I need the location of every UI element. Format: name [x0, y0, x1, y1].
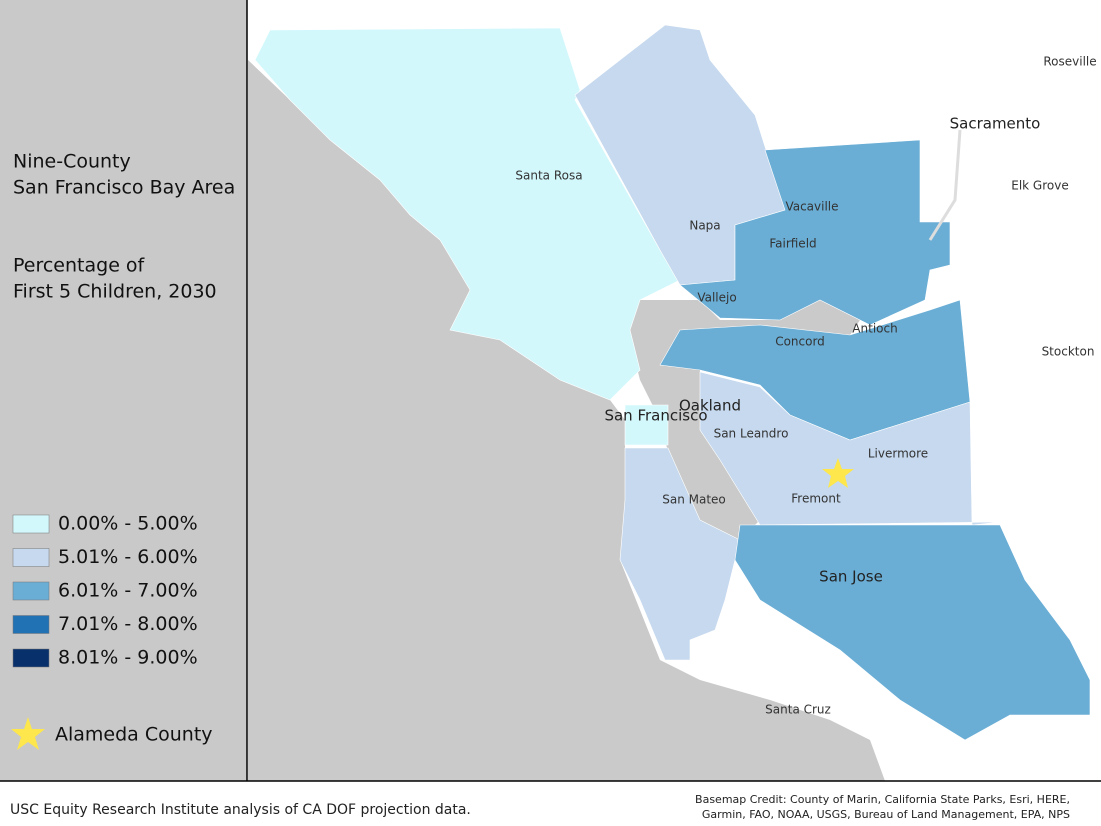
- place-label: Santa Cruz: [765, 703, 831, 717]
- place-label: San Jose: [819, 568, 883, 586]
- place-label: San Francisco: [604, 407, 707, 425]
- place-label: Vallejo: [697, 291, 736, 305]
- river: [928, 129, 962, 241]
- title: San Francisco Bay Area: [13, 177, 235, 199]
- map: Roseville Sacramento Elk Grove Santa Ros…: [248, 0, 1101, 781]
- credit: Garmin, FAO, NOAA, USGS, Bureau of Land …: [702, 808, 1070, 821]
- place-label: Napa: [689, 219, 720, 233]
- place-label: Livermore: [868, 447, 928, 461]
- alameda-star: [822, 458, 854, 488]
- legend-swatch: [12, 514, 50, 534]
- place-label: Sacramento: [950, 115, 1041, 133]
- place-label: Stockton: [1042, 345, 1095, 359]
- county-solano: [679, 139, 951, 326]
- bay: [625, 300, 860, 540]
- subtitle: First 5 Children, 2030: [13, 281, 217, 303]
- place-label: Concord: [775, 335, 825, 349]
- subtitle: Percentage of: [13, 255, 146, 277]
- legend-label: 5.01% - 6.00%: [58, 546, 198, 568]
- legend-label: 8.01% - 9.00%: [58, 647, 198, 669]
- legend-star: [11, 717, 45, 750]
- place-label: Fairfield: [769, 237, 816, 251]
- legend-swatch: [12, 548, 50, 567]
- place-label: San Leandro: [714, 427, 789, 441]
- legend-label: Alameda County: [55, 724, 213, 746]
- legend-label: 0.00% - 5.00%: [58, 513, 198, 535]
- place-label: Fremont: [791, 492, 841, 506]
- legend-label: 7.01% - 8.00%: [58, 613, 198, 635]
- ocean: [248, 60, 885, 781]
- place-label: Vacaville: [785, 200, 838, 214]
- source: USC Equity Research Institute analysis o…: [10, 802, 471, 818]
- legend-swatch: [12, 581, 50, 601]
- legend-swatch: [12, 648, 50, 668]
- county-santa-clara: [734, 524, 1091, 741]
- place-label: San Mateo: [662, 493, 726, 507]
- legend-swatch: [12, 615, 50, 634]
- legend-label: 6.01% - 7.00%: [58, 580, 198, 602]
- credit: Basemap Credit: County of Marin, Califor…: [695, 793, 1070, 806]
- place-label: Santa Rosa: [515, 169, 582, 183]
- place-label: Elk Grove: [1011, 179, 1068, 193]
- place-label: Oakland: [679, 397, 741, 415]
- county-san-mateo: [619, 447, 741, 661]
- legend: 0.00% - 5.00% 5.01% - 6.00% 6.01% - 7.00% 7…: [12, 513, 198, 669]
- county-san-francisco: [624, 404, 669, 446]
- place-label: Roseville: [1043, 55, 1096, 69]
- title: Nine-County: [13, 151, 131, 173]
- place-label: Antioch: [852, 322, 897, 336]
